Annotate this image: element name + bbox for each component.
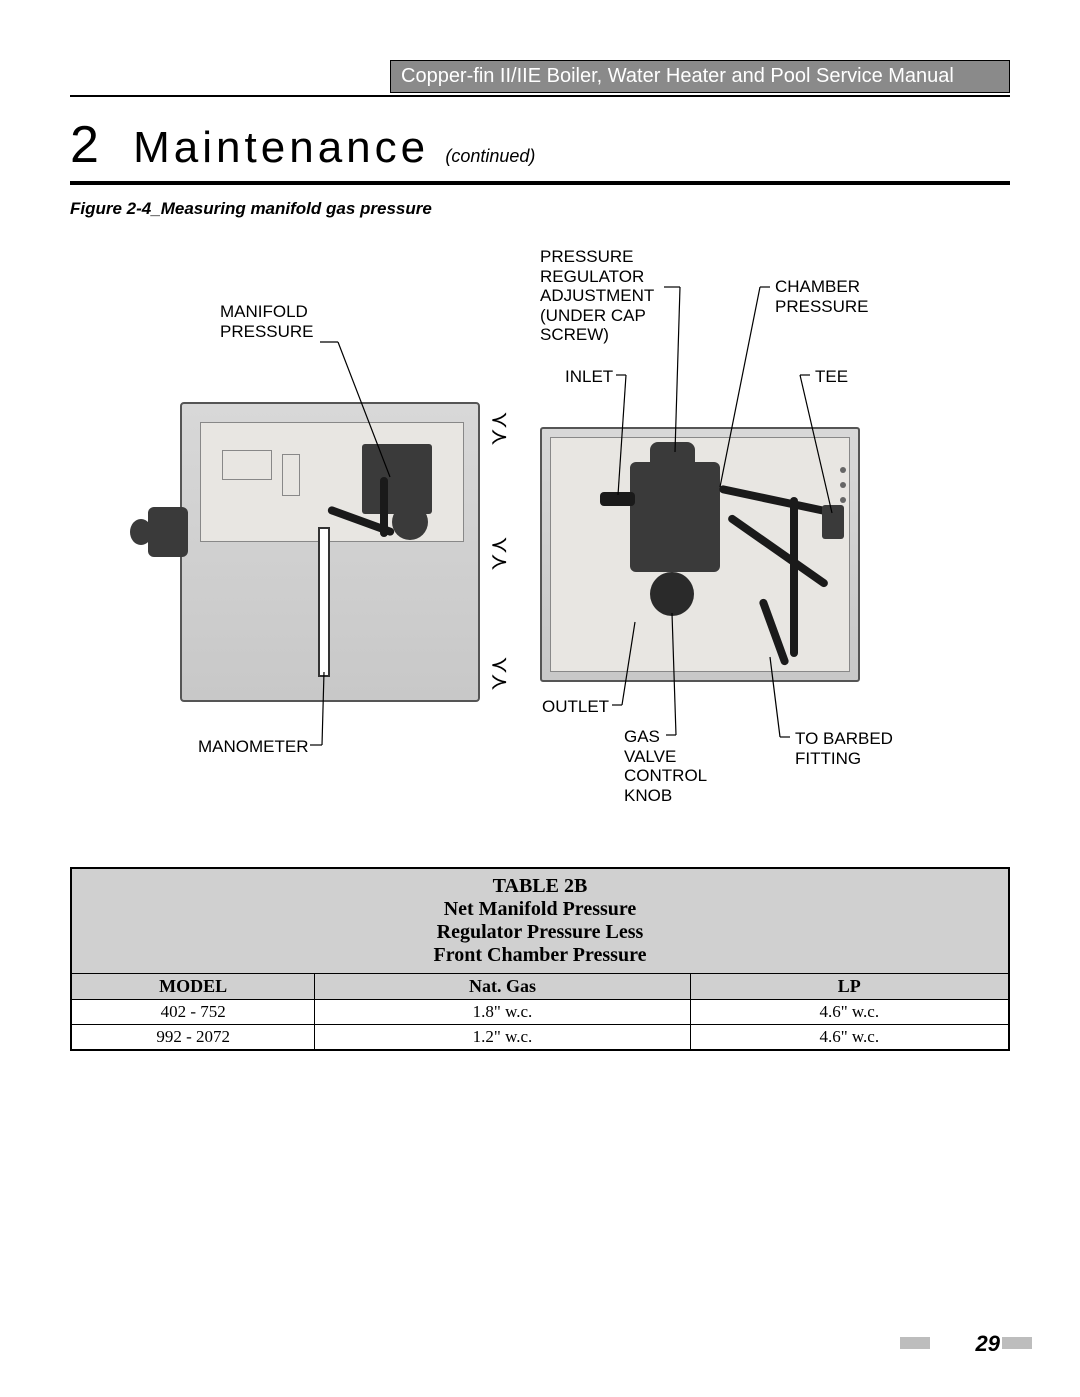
header-desc: Boiler, Water Heater and Pool <box>541 65 816 87</box>
rule-top <box>70 95 1010 97</box>
label-chamber-pressure: CHAMBER PRESSURE <box>775 277 869 316</box>
section-heading: 2 Maintenance (continued) <box>70 115 1010 175</box>
label-outlet: OUTLET <box>542 697 609 717</box>
col-lp: LP <box>690 974 1009 1000</box>
cell: 4.6" w.c. <box>690 1025 1009 1051</box>
label-manifold-pressure: MANIFOLD PRESSURE <box>220 302 314 341</box>
cell: 1.2" w.c. <box>315 1025 690 1051</box>
figure-caption-text: Measuring manifold gas pressure <box>161 199 432 218</box>
label-inlet: INLET <box>565 367 613 387</box>
rule-thick <box>70 181 1010 185</box>
cell: 1.8" w.c. <box>315 1000 690 1025</box>
cell: 4.6" w.c. <box>690 1000 1009 1025</box>
cell: 992 - 2072 <box>71 1025 315 1051</box>
footer-tick-right <box>1002 1337 1032 1349</box>
gas-valve-body <box>630 462 720 572</box>
table-title-line: Net Manifold Pressure <box>78 898 1002 921</box>
table-title-line: TABLE 2B <box>78 875 1002 898</box>
doc-header: Copper-fin II/IIE Boiler, Water Heater a… <box>390 60 1010 93</box>
figure-caption-prefix: Figure 2-4_ <box>70 199 161 218</box>
page-number: 29 <box>976 1331 1000 1357</box>
label-gas-valve: GAS VALVE CONTROL KNOB <box>624 727 707 805</box>
tee-fitting <box>822 505 844 539</box>
table-title: TABLE 2B Net Manifold Pressure Regulator… <box>71 868 1009 974</box>
pressure-table: TABLE 2B Net Manifold Pressure Regulator… <box>70 867 1010 1051</box>
break-mark: ≺≻ <box>490 657 508 690</box>
section-continued: (continued) <box>445 146 535 166</box>
col-natgas: Nat. Gas <box>315 974 690 1000</box>
header-product: Copper-fin II/IIE <box>401 65 541 87</box>
section-title-text: Maintenance <box>133 123 429 172</box>
diagram: ≺≻ ≺≻ ≺≻ MANIFOLD PRESSURE MANOMETER PRE… <box>70 227 1010 857</box>
figure-caption: Figure 2-4_Measuring manifold gas pressu… <box>70 199 1010 219</box>
cell: 402 - 752 <box>71 1000 315 1025</box>
table-row: 992 - 2072 1.2" w.c. 4.6" w.c. <box>71 1025 1009 1051</box>
break-mark: ≺≻ <box>490 412 508 445</box>
table-title-line: Regulator Pressure Less <box>78 921 1002 944</box>
left-fitting <box>148 507 188 557</box>
manometer <box>318 527 330 677</box>
label-pressure-regulator: PRESSURE REGULATOR ADJUSTMENT (UNDER CAP… <box>540 247 654 345</box>
label-tee: TEE <box>815 367 848 387</box>
table-title-line: Front Chamber Pressure <box>78 944 1002 967</box>
label-manometer: MANOMETER <box>198 737 309 757</box>
col-model: MODEL <box>71 974 315 1000</box>
control-knob <box>650 572 694 616</box>
header-doc: Service Manual <box>816 65 954 87</box>
label-to-barbed: TO BARBED FITTING <box>795 729 893 768</box>
section-number: 2 <box>70 116 99 174</box>
boiler-left <box>180 402 480 702</box>
break-mark: ≺≻ <box>490 537 508 570</box>
table-row: 402 - 752 1.8" w.c. 4.6" w.c. <box>71 1000 1009 1025</box>
footer-tick-left <box>900 1337 930 1349</box>
